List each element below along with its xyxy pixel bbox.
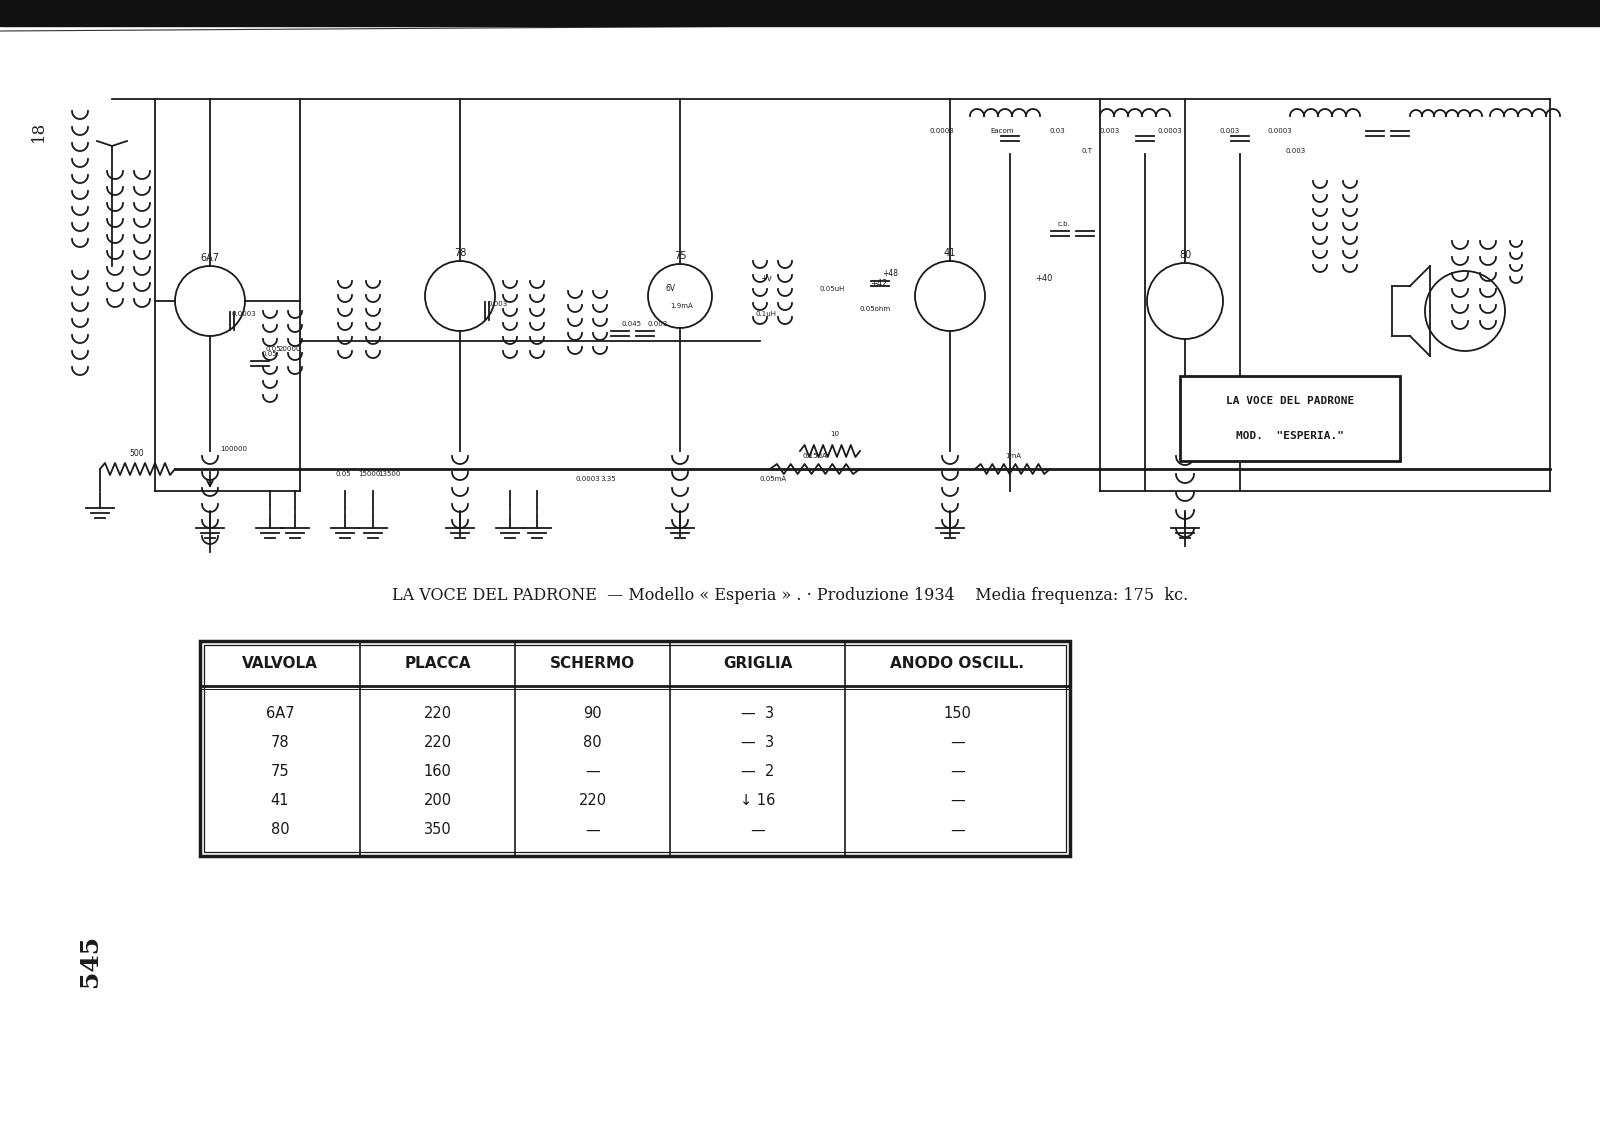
Text: 0.05mA: 0.05mA xyxy=(760,476,787,482)
Text: 200: 200 xyxy=(424,793,451,809)
Text: 500: 500 xyxy=(130,449,144,458)
Text: 0.003: 0.003 xyxy=(1221,128,1240,133)
Text: +v: +v xyxy=(760,274,771,283)
Text: 0.05uH: 0.05uH xyxy=(819,286,845,292)
Text: —: — xyxy=(750,822,765,837)
Text: LA VOCE DEL PADRONE: LA VOCE DEL PADRONE xyxy=(1226,396,1354,406)
Text: ↓ 16: ↓ 16 xyxy=(739,793,774,809)
Text: —: — xyxy=(586,765,600,779)
Text: 0.03: 0.03 xyxy=(1050,128,1066,133)
Text: 220: 220 xyxy=(424,706,451,720)
Text: SCHERMO: SCHERMO xyxy=(550,656,635,671)
Text: GRIGLIA: GRIGLIA xyxy=(723,656,792,671)
Text: 0.05: 0.05 xyxy=(334,470,350,477)
Text: 41: 41 xyxy=(270,793,290,809)
Text: 6V: 6V xyxy=(666,284,675,293)
Text: 1mA: 1mA xyxy=(1005,454,1021,459)
Bar xyxy=(200,641,1070,856)
Text: MOD.  "ESPERIA.": MOD. "ESPERIA." xyxy=(1235,431,1344,441)
Text: 0.15dA: 0.15dA xyxy=(803,454,827,459)
Text: —: — xyxy=(950,735,965,750)
Text: —  2: — 2 xyxy=(741,765,774,779)
Text: 0.0003: 0.0003 xyxy=(574,476,600,482)
Text: 0.T: 0.T xyxy=(1082,148,1093,154)
Text: 80: 80 xyxy=(270,822,290,837)
Text: 75: 75 xyxy=(674,251,686,261)
Text: 13500: 13500 xyxy=(378,470,400,477)
Text: 0.003: 0.003 xyxy=(646,321,667,327)
Text: 80: 80 xyxy=(1179,250,1190,260)
Bar xyxy=(205,645,1066,852)
Text: 0.003: 0.003 xyxy=(1101,128,1120,133)
Text: 0.0003: 0.0003 xyxy=(930,128,955,133)
Text: 78: 78 xyxy=(454,248,466,258)
Text: 80: 80 xyxy=(582,735,602,750)
Text: 350: 350 xyxy=(424,822,451,837)
Text: 220: 220 xyxy=(579,793,606,809)
Bar xyxy=(0,0,1600,26)
Text: 160: 160 xyxy=(424,765,451,779)
Text: 545: 545 xyxy=(78,935,102,987)
Text: 41: 41 xyxy=(944,248,957,258)
Text: 90: 90 xyxy=(582,706,602,720)
Text: 10: 10 xyxy=(830,431,838,437)
Text: Eacom: Eacom xyxy=(990,128,1013,133)
Text: —: — xyxy=(950,765,965,779)
Text: +42: +42 xyxy=(870,279,888,288)
Text: LA VOCE DEL PADRONE  — Modello « Esperia » . · Produzione 1934    Media frequenz: LA VOCE DEL PADRONE — Modello « Esperia … xyxy=(392,587,1189,604)
Text: +40: +40 xyxy=(1035,274,1053,283)
Text: —: — xyxy=(950,822,965,837)
Text: 100000: 100000 xyxy=(221,446,246,452)
Text: 0.05: 0.05 xyxy=(266,346,280,352)
Text: 220: 220 xyxy=(424,735,451,750)
Text: —: — xyxy=(950,793,965,809)
Text: 0.05: 0.05 xyxy=(262,351,278,357)
Text: c.b.: c.b. xyxy=(1058,221,1070,227)
Text: —: — xyxy=(586,822,600,837)
Text: 1.9mA: 1.9mA xyxy=(670,303,693,309)
Text: 0.1uH: 0.1uH xyxy=(755,311,776,317)
Text: 6A7: 6A7 xyxy=(266,706,294,720)
Text: 0.003: 0.003 xyxy=(1285,148,1306,154)
Text: 78: 78 xyxy=(270,735,290,750)
Text: PLACCA: PLACCA xyxy=(405,656,470,671)
Text: 3.35: 3.35 xyxy=(600,476,616,482)
Text: 20000: 20000 xyxy=(278,346,301,352)
Text: 75: 75 xyxy=(270,765,290,779)
Text: 0.05ohm: 0.05ohm xyxy=(861,307,891,312)
Text: 0.045: 0.045 xyxy=(622,321,642,327)
Text: ANODO OSCILL.: ANODO OSCILL. xyxy=(891,656,1024,671)
Text: 0.0003: 0.0003 xyxy=(1158,128,1182,133)
Text: 0.0003: 0.0003 xyxy=(1267,128,1293,133)
Text: 0.0003: 0.0003 xyxy=(232,311,256,317)
Text: VALVOLA: VALVOLA xyxy=(242,656,318,671)
Bar xyxy=(1181,375,1400,461)
Text: 15000: 15000 xyxy=(358,470,381,477)
Text: 0.003: 0.003 xyxy=(486,301,507,307)
Text: +48: +48 xyxy=(882,269,898,278)
Text: 18: 18 xyxy=(29,121,46,143)
Text: —  3: — 3 xyxy=(741,706,774,720)
Text: 6A7: 6A7 xyxy=(200,253,219,264)
Text: 150: 150 xyxy=(944,706,971,720)
Text: —  3: — 3 xyxy=(741,735,774,750)
